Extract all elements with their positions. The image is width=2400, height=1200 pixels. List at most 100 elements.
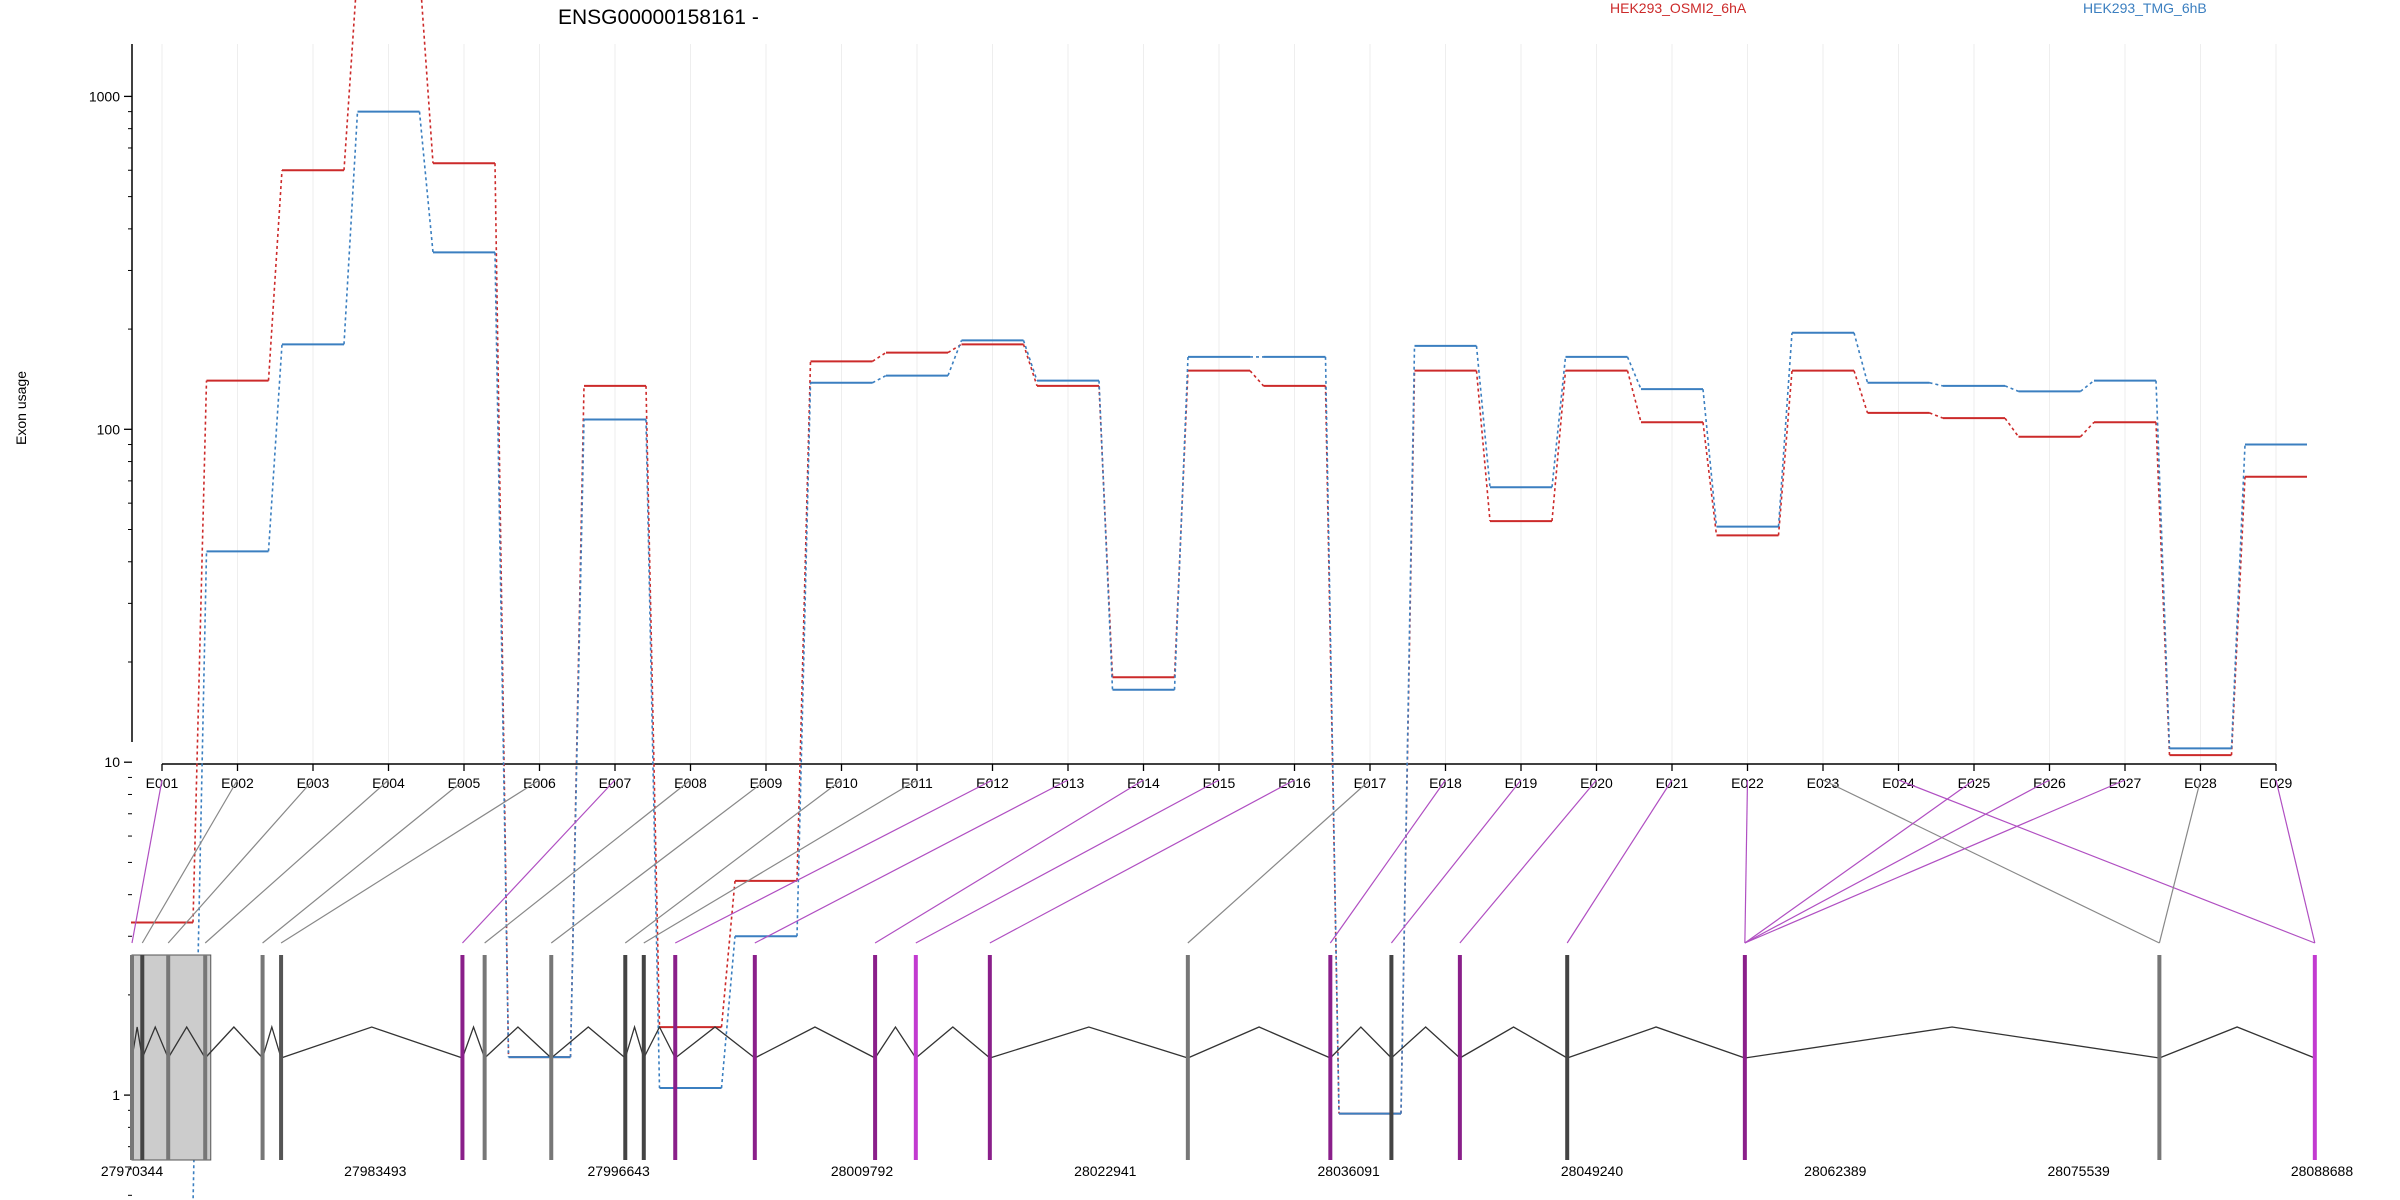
exon-bar-e015 (913, 955, 918, 1160)
series-0-link-e019 (1551, 370, 1567, 522)
legend-entry-tmg: HEK293_TMG_6hB (2083, 0, 2207, 16)
intron-arc (989, 1026, 1189, 1059)
exon-bar-e011 (641, 955, 646, 1160)
connector-e027 (1744, 779, 2126, 944)
exon-bar-e004 (203, 955, 208, 1160)
connector-e010 (624, 779, 842, 944)
axes: 1101001000E001E002E003E004E005E006E007E0… (89, 44, 2293, 1196)
connector-e021 (1566, 779, 1673, 944)
intron-arc (643, 1025, 676, 1059)
series-0-link-e020 (1626, 370, 1642, 423)
intron-arc (280, 1026, 463, 1059)
exon-bar-e012 (673, 955, 678, 1160)
genomic-coordinate-label: 28036091 (1318, 1163, 1381, 1179)
chart-title: ENSG00000158161 - (558, 6, 759, 29)
exon-bar-e010 (623, 955, 628, 1160)
y-tick-label-1: 1 (112, 1087, 120, 1103)
series-0-link-e023 (1853, 370, 1869, 414)
x-tick-label-e017: E017 (1354, 775, 1387, 791)
series-1-link-e024 (1929, 381, 1944, 387)
x-tick-label-e024: E024 (1882, 775, 1915, 791)
exon-bar-e006 (279, 955, 284, 1160)
series-1-link-e011 (947, 340, 963, 376)
connector-e026 (1744, 779, 2050, 944)
exon-bar-e017 (1185, 955, 1190, 1160)
intron-arc (624, 1024, 645, 1059)
intron-arc (754, 1026, 876, 1059)
genomic-coordinate-label: 27983493 (344, 1163, 407, 1179)
series-1-link-e025 (2004, 385, 2019, 393)
intron-arc (1744, 1026, 2160, 1059)
exon-bar-e014 (873, 955, 878, 1160)
intron-arc (1459, 1026, 1568, 1059)
connector-e003 (167, 779, 314, 944)
series-0-link-e005 (494, 163, 510, 1058)
series-0-link-e028 (2230, 476, 2246, 756)
intron-arc (2159, 1026, 2316, 1059)
gridlines (161, 44, 2277, 764)
intron-arc (1390, 1026, 1461, 1059)
exon-bar-e021 (1565, 955, 1570, 1160)
connector-e009 (550, 779, 767, 944)
series-1-link-e017 (1400, 345, 1416, 1114)
genomic-coordinate-label: 28075539 (2048, 1163, 2111, 1179)
connector-e002 (141, 779, 239, 944)
genomic-coordinate-label: 28062389 (1804, 1163, 1867, 1179)
intron-arc (550, 1026, 626, 1059)
x-tick-label-e020: E020 (1580, 775, 1613, 791)
connector-e008 (484, 779, 691, 944)
x-tick-label-e001: E001 (146, 775, 179, 791)
genomic-coordinate-label: 27996643 (588, 1163, 651, 1179)
series-1-link-e026 (2080, 380, 2095, 392)
series-1-link-e006 (569, 419, 585, 1058)
x-tick-label-e011: E011 (901, 775, 933, 791)
exon-bar-e009 (549, 955, 554, 1160)
connector-e028 (2158, 779, 2202, 944)
gene-model-track: 27970344 27983493 27996643 28009792 28022941… (101, 954, 2353, 1179)
connector-e012 (674, 779, 993, 944)
series-0-link-e010 (872, 351, 887, 363)
exon-bar-e024 (2312, 955, 2317, 1160)
connector-e018 (1329, 779, 1446, 944)
intron-arc (204, 1026, 264, 1059)
series-1-link-e014 (1173, 356, 1189, 690)
exon-bar-e019 (1389, 955, 1394, 1160)
genomic-coordinate-label: 27970344 (101, 1163, 164, 1179)
utr-block (131, 954, 212, 1161)
x-tick-label-e028: E028 (2184, 775, 2217, 791)
genomic-coordinate-label: 28022941 (1074, 1163, 1137, 1179)
series-1-link-e010 (872, 374, 887, 384)
y-axis-label: Exon usage (13, 371, 29, 445)
exon-bar-e005 (260, 955, 265, 1160)
x-tick-label-e004: E004 (372, 775, 405, 791)
series-0-link-e021 (1702, 422, 1718, 536)
y-tick-label-100: 100 (97, 421, 121, 437)
series-0-link-e018 (1475, 370, 1491, 522)
x-tick-label-e002: E002 (221, 775, 254, 791)
intron-arc (874, 1025, 917, 1059)
series-1-link-e028 (2230, 444, 2246, 749)
x-tick-label-e010: E010 (825, 775, 858, 791)
connector-e005 (262, 779, 465, 944)
series-1-link-e009 (796, 382, 812, 937)
connector-e013 (754, 779, 1069, 944)
series-0-link-e026 (2079, 421, 2095, 438)
series-1-link-e016 (1324, 356, 1340, 1114)
series-1-link-e022 (1777, 332, 1793, 527)
intron-arc (484, 1026, 552, 1059)
intron-arc (915, 1026, 991, 1059)
exon-connectors (131, 779, 2316, 944)
connector-e019 (1390, 779, 1522, 944)
connector-e014 (874, 779, 1144, 944)
series-0-link-e008 (720, 880, 736, 1028)
connector-e024 (1898, 779, 2316, 944)
connector-e006 (280, 779, 540, 944)
x-tick-label-e014: E014 (1127, 775, 1160, 791)
x-tick-label-e025: E025 (1958, 775, 1991, 791)
intron-arc (261, 1024, 282, 1059)
series-1-link-e008 (720, 936, 736, 1089)
exon-bar-e002 (140, 955, 145, 1160)
series-0-link-e012 (1022, 344, 1038, 387)
x-tick-label-e026: E026 (2033, 775, 2066, 791)
exon-bar-e022 (1742, 955, 1747, 1160)
